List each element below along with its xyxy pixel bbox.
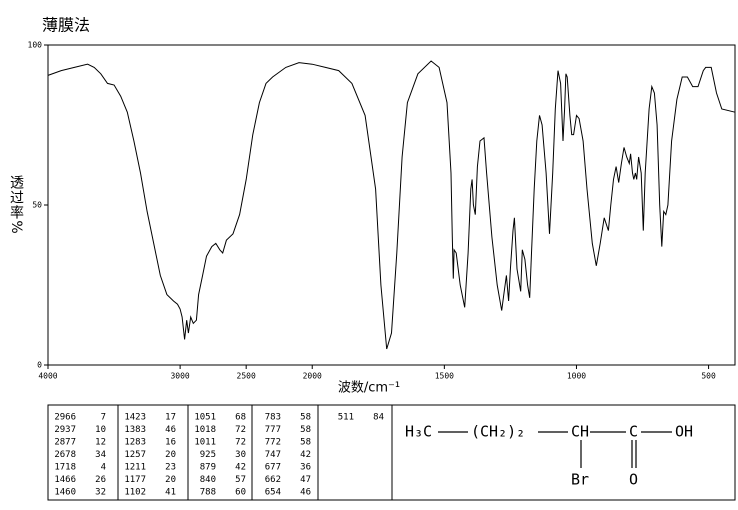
x-tick-label: 2500	[237, 372, 256, 381]
peak-wavenumber: 2678	[54, 450, 76, 460]
peak-wavenumber: 1466	[54, 475, 76, 485]
peak-wavenumber: 1383	[124, 425, 146, 435]
x-tick-label: 4000	[38, 372, 57, 381]
peak-wavenumber: 925	[200, 450, 216, 460]
peak-transmittance: 41	[165, 488, 176, 498]
peak-transmittance: 58	[300, 438, 311, 448]
peak-wavenumber: 662	[265, 475, 281, 485]
peak-wavenumber: 1718	[54, 463, 76, 473]
peak-transmittance: 30	[235, 450, 246, 460]
peak-wavenumber: 788	[200, 488, 216, 498]
peak-wavenumber: 2877	[54, 438, 76, 448]
peak-wavenumber: 1257	[124, 450, 146, 460]
peak-transmittance: 4	[101, 463, 106, 473]
peak-transmittance: 84	[373, 413, 384, 423]
structure-text: Br	[571, 471, 589, 489]
x-axis-label: 波数/cm⁻¹	[338, 381, 400, 396]
peak-transmittance: 42	[300, 450, 311, 460]
y-tick-label: 50	[32, 201, 42, 210]
peak-wavenumber: 777	[265, 425, 281, 435]
peak-wavenumber: 772	[265, 438, 281, 448]
peak-wavenumber: 783	[265, 413, 281, 423]
peak-transmittance: 16	[165, 438, 176, 448]
peak-wavenumber: 1211	[124, 463, 146, 473]
structure-text: H₃C	[405, 423, 432, 441]
structure-text: O	[629, 471, 638, 489]
peak-wavenumber: 1423	[124, 413, 146, 423]
peak-wavenumber: 1051	[194, 413, 216, 423]
peak-transmittance: 23	[165, 463, 176, 473]
peak-transmittance: 26	[95, 475, 106, 485]
x-tick-label: 3000	[170, 372, 189, 381]
peak-transmittance: 57	[235, 475, 246, 485]
peak-transmittance: 46	[165, 425, 176, 435]
peak-wavenumber: 1102	[124, 488, 146, 498]
plot-frame	[47, 44, 736, 366]
chart-title: 薄膜法	[42, 16, 90, 35]
peak-wavenumber: 677	[265, 463, 281, 473]
peak-transmittance: 12	[95, 438, 106, 448]
peak-wavenumber: 1177	[124, 475, 146, 485]
x-tick-label: 1500	[435, 372, 454, 381]
peak-transmittance: 36	[300, 463, 311, 473]
peak-wavenumber: 840	[200, 475, 216, 485]
peak-transmittance: 7	[101, 413, 106, 423]
peak-transmittance: 42	[235, 463, 246, 473]
peak-wavenumber: 747	[265, 450, 281, 460]
peak-wavenumber: 1460	[54, 488, 76, 498]
peak-wavenumber: 879	[200, 463, 216, 473]
peak-wavenumber: 1011	[194, 438, 216, 448]
peak-transmittance: 47	[300, 475, 311, 485]
peak-transmittance: 68	[235, 413, 246, 423]
peak-transmittance: 34	[95, 450, 106, 460]
peak-wavenumber: 654	[265, 488, 281, 498]
peak-wavenumber: 511	[338, 413, 354, 423]
peak-transmittance: 20	[165, 450, 176, 460]
x-tick-label: 2000	[303, 372, 322, 381]
peak-wavenumber: 2966	[54, 413, 76, 423]
y-axis-label: 透过率%	[8, 175, 24, 234]
peak-transmittance: 60	[235, 488, 246, 498]
y-tick-label: 100	[28, 41, 43, 50]
peak-transmittance: 58	[300, 425, 311, 435]
spectrum-line	[47, 60, 736, 350]
x-tick-label: 1000	[567, 372, 586, 381]
structure-text: CH	[571, 423, 589, 441]
peak-transmittance: 58	[300, 413, 311, 423]
peak-wavenumber: 2937	[54, 425, 76, 435]
peak-transmittance: 32	[95, 488, 106, 498]
peak-wavenumber: 1018	[194, 425, 216, 435]
peak-transmittance: 20	[165, 475, 176, 485]
x-tick-label: 500	[701, 372, 716, 381]
peak-transmittance: 72	[235, 425, 246, 435]
peak-transmittance: 46	[300, 488, 311, 498]
structure-text: C	[629, 423, 638, 441]
bonds	[438, 431, 672, 468]
y-tick-label: 0	[37, 361, 42, 370]
structure-text: (CH₂)₂	[471, 423, 525, 441]
peak-transmittance: 72	[235, 438, 246, 448]
structure-text: OH	[675, 423, 693, 441]
peak-transmittance: 17	[165, 413, 176, 423]
peak-transmittance: 10	[95, 425, 106, 435]
peak-wavenumber: 1283	[124, 438, 146, 448]
